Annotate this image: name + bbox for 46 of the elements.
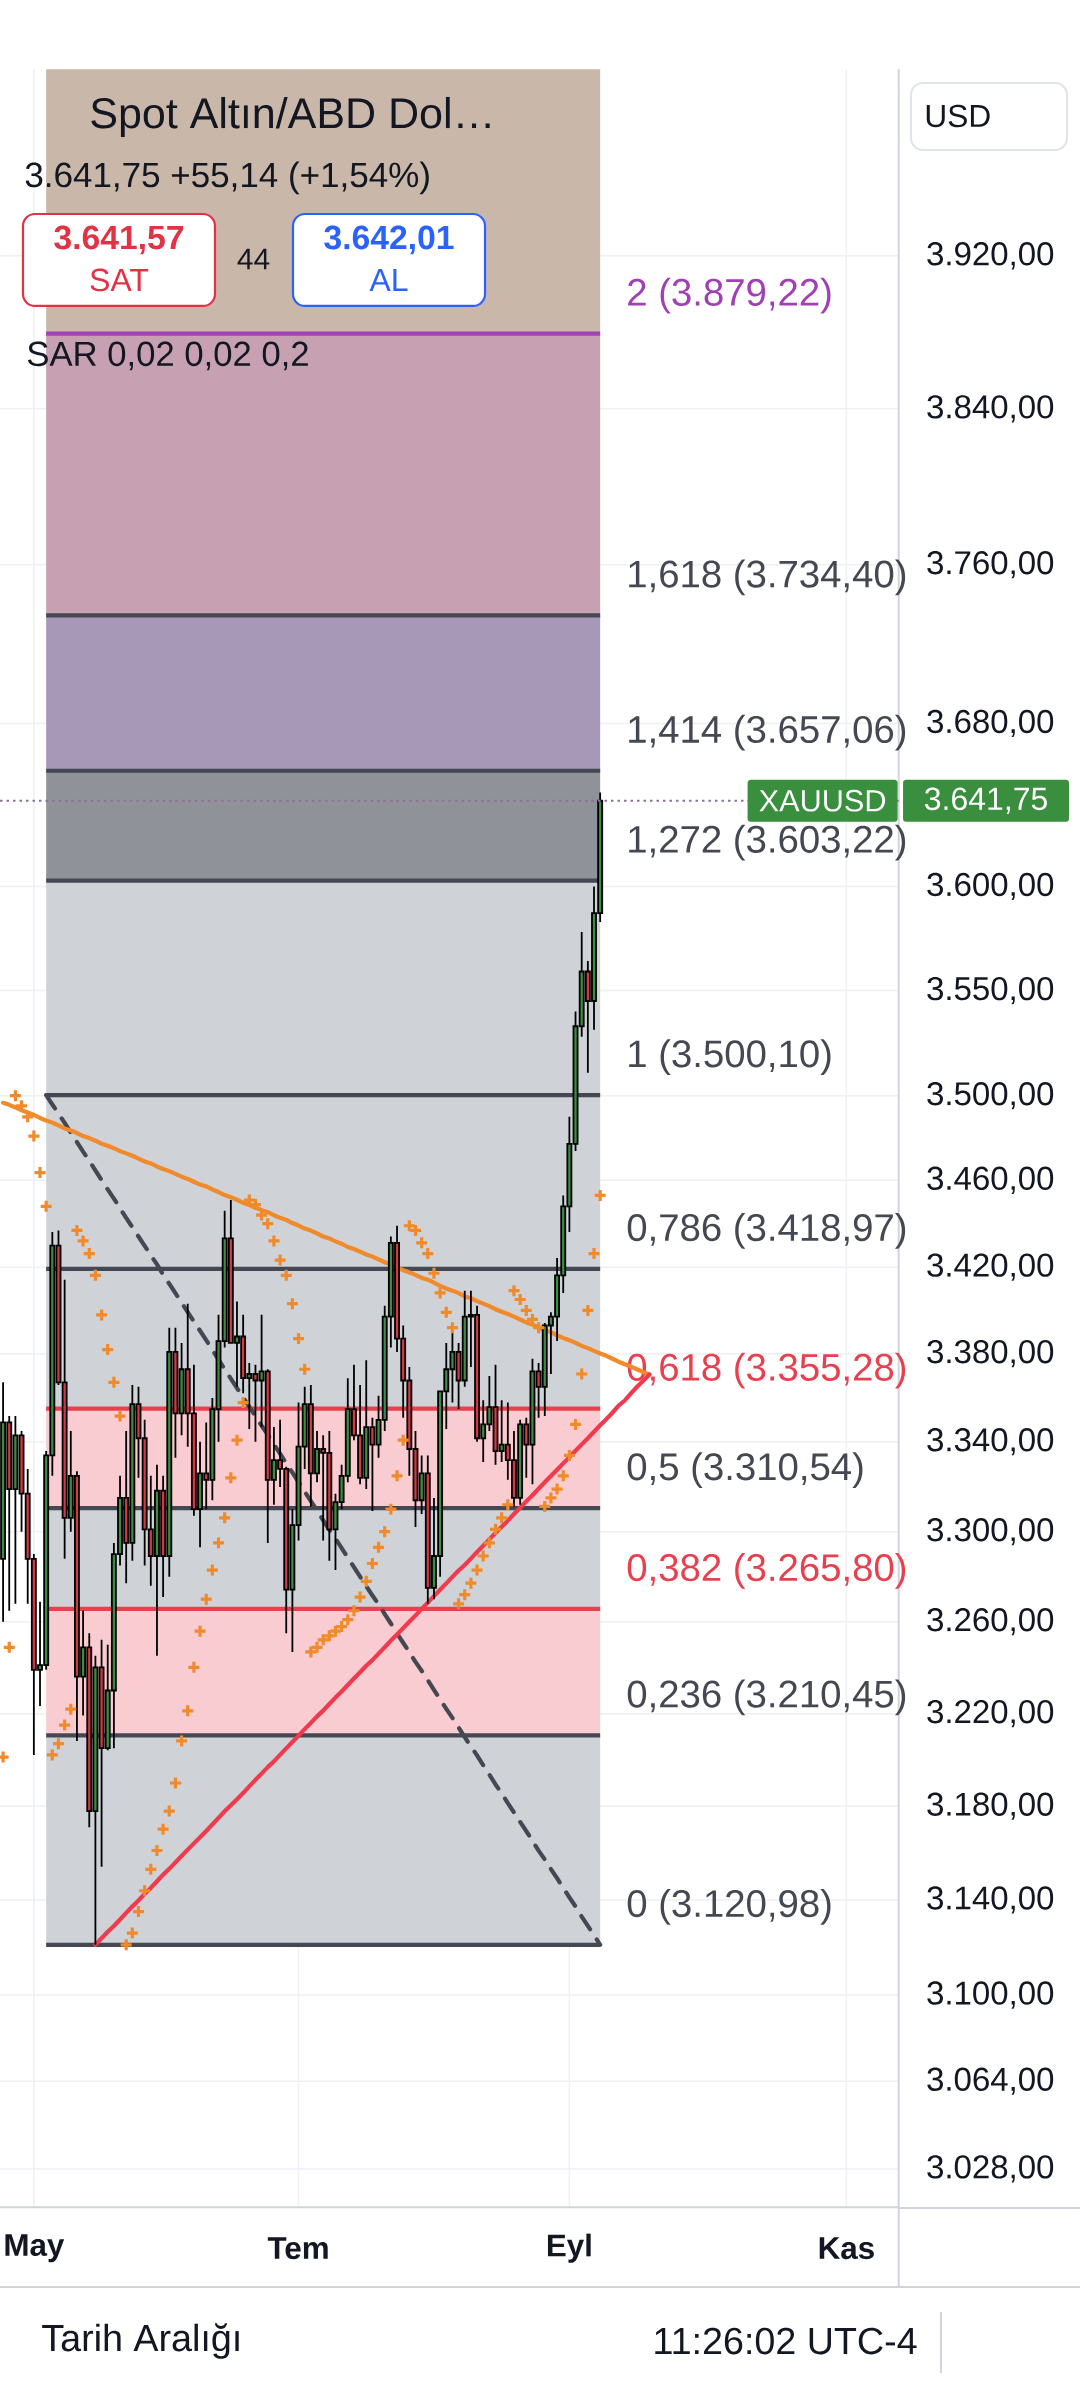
y-tick-label: 3.500,00 [927,1081,1054,1110]
ref-line-label: 0 (3.120,98) [627,1888,831,1925]
y-tick-label: 3.420,00 [927,1253,1054,1281]
annotation: 44 [237,248,270,270]
annotation: SAT [90,268,149,292]
text: 11:26:02 UTC-4 [655,2327,917,2355]
annotation: 3.642,01 [324,225,454,255]
text: USD [926,104,990,128]
text: 3.641,75 +55,14 (+1,54%) [25,161,429,195]
ref-line-label: 1 (3.500,10) [629,1039,831,1075]
y-tick-label: 3.180,00 [927,1792,1054,1820]
ref-line-label: 2 (3.879,22) [628,277,831,314]
ref-line-label: 0,5 (3.310,54) [627,1452,863,1488]
y-tick-label: 3.140,00 [927,1886,1054,1914]
y-tick-label: 3.600,00 [927,872,1054,901]
annotation: SAR 0,02 0,02 0,2 [27,341,308,371]
y-tick-label: 3.920,00 [927,242,1054,270]
text: Tarih Aralığı [42,2323,239,2359]
y-tick-label: 3.220,00 [927,1699,1054,1728]
y-tick-label: 3.460,00 [927,1166,1054,1194]
y-tick-label: 3.840,00 [927,395,1054,423]
annotation: 3.641,57 [54,225,184,255]
x-tick-label: May [5,2234,65,2263]
annotation: AL [369,268,408,291]
ref-line-label: 0,236 (3.210,45) [627,1679,906,1716]
y-tick-label: 3.760,00 [927,550,1054,579]
x-tick-label: Kas [819,2237,874,2260]
y-tick-label: 3.550,00 [927,976,1054,1005]
y-tick-label: 3.340,00 [927,1428,1054,1456]
y-tick-label: 3.300,00 [927,1517,1054,1546]
y-tick-label: 3.100,00 [927,1981,1054,2009]
ref-line-label: 1,618 (3.734,40) [629,559,906,596]
y-tick-label: 3.380,00 [927,1339,1054,1368]
y-tick-label: 3.260,00 [927,1608,1054,1636]
y-tick-label: 3.028,00 [927,2155,1054,2183]
ref-line-label: 1,414 (3.657,06) [629,714,906,751]
y-tick-label: 3.064,00 [927,2067,1054,2095]
ref-line-label: 1,272 (3.603,22) [629,824,906,861]
y-tick-label: 3.680,00 [927,709,1054,738]
text: Spot Altın/ABD Dol… [91,96,490,137]
ref-line-label: 0,382 (3.265,80) [627,1553,906,1589]
ref-line-label: XAUUSD [759,789,886,812]
x-tick-label: Tem [267,2237,328,2260]
x-tick-label: Eyl [547,2233,591,2263]
text: 3.641,75 [925,787,1047,814]
ref-line-label: 0,786 (3.418,97) [627,1212,906,1249]
